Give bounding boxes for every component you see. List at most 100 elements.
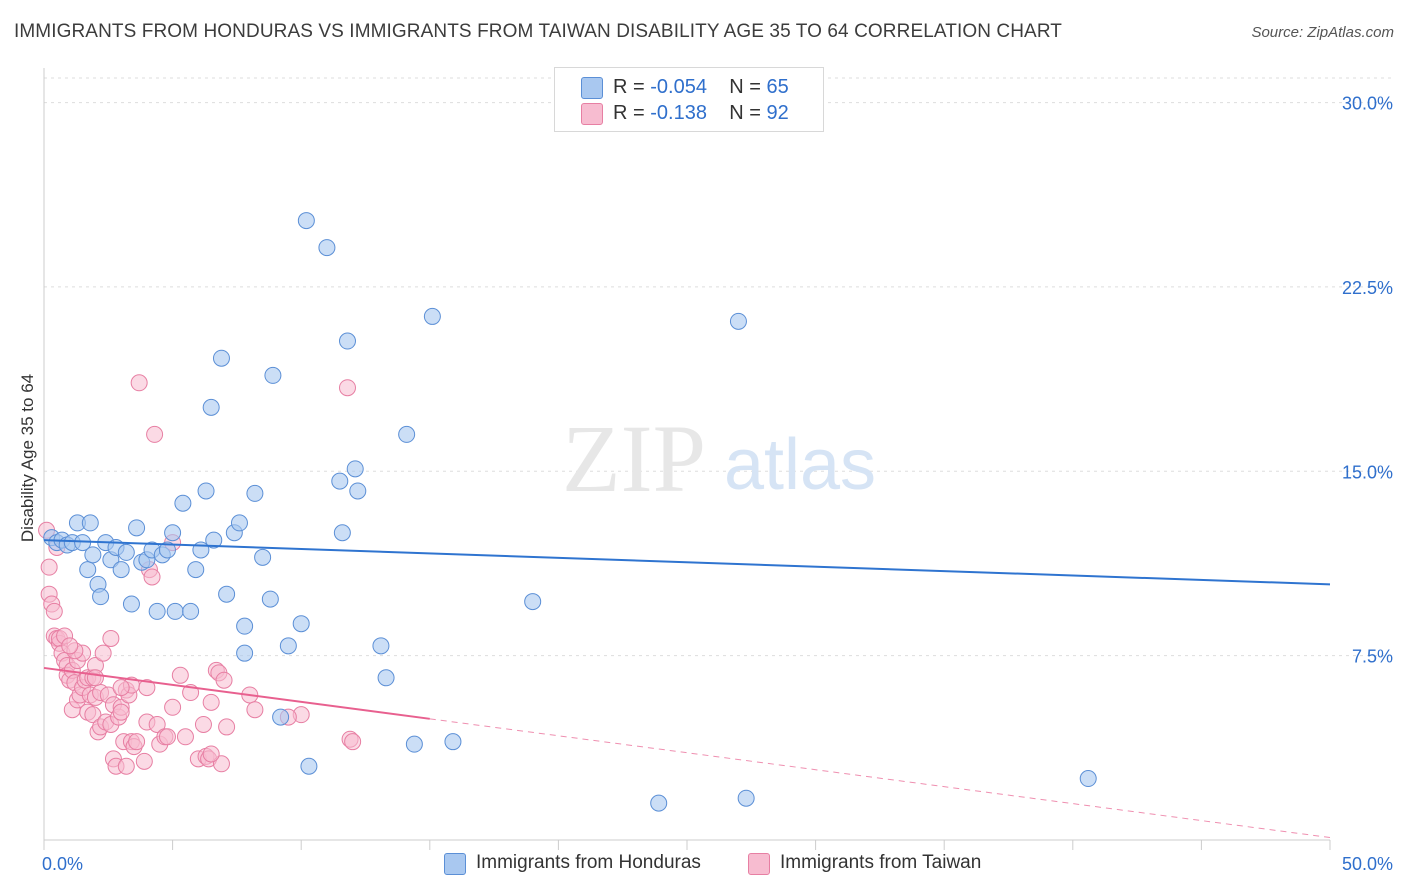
point-honduras [182, 602, 200, 620]
point-honduras [254, 548, 272, 566]
legend-row-honduras: R = -0.054 N = 65 [581, 76, 789, 100]
point-honduras [264, 366, 282, 384]
point-honduras [444, 733, 462, 751]
point-honduras [331, 472, 349, 490]
point-taiwan [138, 679, 156, 697]
point-honduras [218, 585, 236, 603]
point-taiwan [218, 718, 236, 736]
n-label: N = [729, 102, 767, 124]
point-honduras [122, 595, 140, 613]
point-honduras [292, 615, 310, 633]
point-honduras [349, 482, 367, 500]
point-honduras [346, 460, 364, 478]
trend-lines [43, 539, 1331, 839]
point-honduras [279, 637, 297, 655]
point-honduras [272, 708, 290, 726]
point-honduras [333, 524, 351, 542]
point-honduras [112, 561, 130, 579]
point-taiwan [112, 703, 130, 721]
taiwan-swatch [748, 853, 770, 875]
point-honduras [1079, 770, 1097, 788]
point-taiwan [45, 602, 63, 620]
y-tick-label-1: 15.0% [1342, 462, 1393, 482]
point-honduras [372, 637, 390, 655]
point-taiwan [338, 379, 356, 397]
correlation-legend: R = -0.054 N = 65 R = -0.138 N = 92 [554, 67, 824, 132]
point-taiwan [146, 425, 164, 443]
point-honduras [205, 531, 223, 549]
point-honduras [338, 332, 356, 350]
point-honduras [318, 239, 336, 257]
r-label: R = [613, 102, 651, 124]
tick-labels: 7.5% 15.0% 22.5% 30.0% 0.0% 50.0% [42, 94, 1393, 874]
point-honduras [297, 212, 315, 230]
point-taiwan [130, 374, 148, 392]
point-taiwan [117, 757, 135, 775]
taiwan-trend-solid [43, 666, 430, 720]
point-taiwan [202, 745, 220, 763]
point-taiwan [212, 755, 230, 773]
honduras-swatch [444, 853, 466, 875]
point-taiwan [164, 698, 182, 716]
series-taiwan [38, 374, 362, 775]
r-value-taiwan: -0.138 [650, 102, 707, 124]
point-taiwan [344, 733, 362, 751]
point-taiwan [102, 629, 120, 647]
n-label: N = [729, 76, 767, 98]
point-honduras [202, 398, 220, 416]
y-tick-label-3: 30.0% [1342, 94, 1393, 114]
point-taiwan [148, 715, 166, 733]
point-honduras [398, 425, 416, 443]
point-taiwan [143, 568, 161, 586]
point-taiwan [84, 706, 102, 724]
point-taiwan [94, 644, 112, 662]
point-taiwan [40, 558, 58, 576]
point-honduras [230, 514, 248, 532]
chart-title: IMMIGRANTS FROM HONDURAS VS IMMIGRANTS F… [14, 21, 1063, 42]
taiwan-trend-dashed [429, 718, 1331, 839]
point-taiwan [128, 733, 146, 751]
r-value-honduras: -0.054 [650, 76, 707, 98]
point-honduras [300, 757, 318, 775]
point-honduras [166, 602, 184, 620]
point-taiwan [176, 728, 194, 746]
point-honduras [423, 307, 441, 325]
x-tick-label-max: 50.0% [1342, 854, 1393, 874]
watermark-atlas: atlas [724, 425, 876, 505]
point-honduras [187, 561, 205, 579]
point-honduras [197, 482, 215, 500]
point-taiwan [202, 693, 220, 711]
point-honduras [164, 524, 182, 542]
legend-text-taiwan: R = -0.138 N = 92 [613, 102, 789, 125]
point-honduras [405, 735, 423, 753]
point-honduras [737, 789, 755, 807]
point-honduras [117, 543, 135, 561]
honduras-swatch [581, 77, 603, 99]
legend-text-honduras: R = -0.054 N = 65 [613, 76, 789, 99]
point-honduras [81, 514, 99, 532]
point-honduras [524, 593, 542, 611]
axes [43, 68, 1331, 850]
point-honduras [174, 494, 192, 512]
gridlines [44, 77, 1392, 657]
x-tick-label-min: 0.0% [42, 854, 83, 874]
point-taiwan [158, 728, 176, 746]
point-honduras [128, 519, 146, 537]
n-value-taiwan: 92 [766, 102, 789, 124]
r-label: R = [613, 76, 651, 98]
y-tick-label-0: 7.5% [1352, 647, 1393, 667]
point-honduras [236, 644, 254, 662]
honduras-trend-solid [43, 539, 1331, 586]
point-taiwan [194, 715, 212, 733]
point-honduras [236, 617, 254, 635]
watermark: ZIP atlas [562, 405, 876, 512]
y-tick-label-2: 22.5% [1342, 278, 1393, 298]
series-honduras [43, 212, 1097, 812]
point-taiwan [61, 637, 79, 655]
point-honduras [158, 541, 176, 559]
legend-label-taiwan: Immigrants from Taiwan [780, 852, 982, 873]
source-label: Source: ZipAtlas.com [1251, 24, 1394, 41]
point-taiwan [215, 671, 233, 689]
point-taiwan [171, 666, 189, 684]
